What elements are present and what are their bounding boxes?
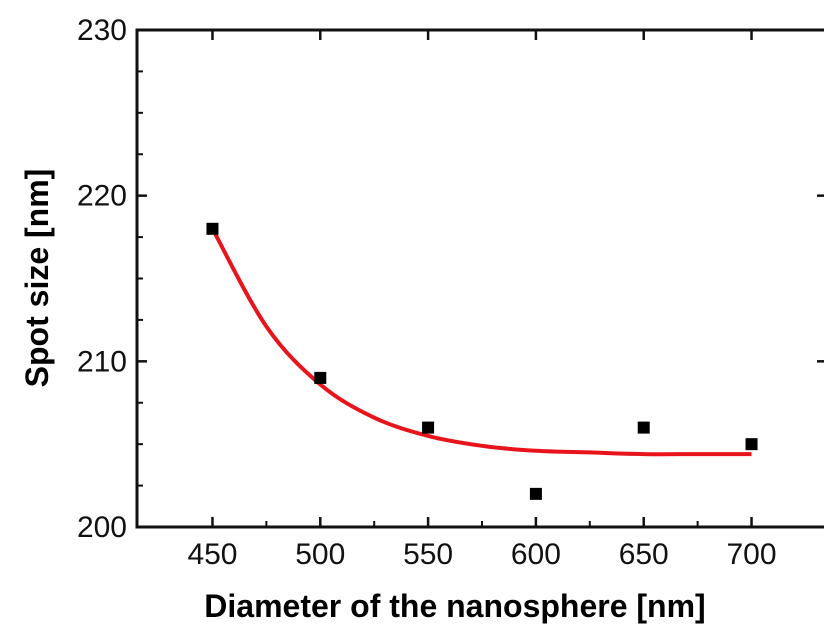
x-tick-label: 700 — [727, 538, 777, 571]
data-point — [637, 421, 650, 434]
x-tick-label: 550 — [403, 538, 453, 571]
x-tick-label: 600 — [511, 538, 561, 571]
x-tick-label: 450 — [187, 538, 237, 571]
x-axis-title: Diameter of the nanosphere [nm] — [204, 588, 705, 624]
data-point — [745, 438, 758, 451]
fit-curve — [210, 227, 752, 457]
data-points — [206, 222, 758, 500]
data-point — [314, 371, 327, 384]
data-point — [206, 222, 219, 235]
tick-labels: 450 500 550 600 650 700 200 210 220 230 — [77, 14, 777, 571]
data-point — [422, 421, 435, 434]
y-axis-title: Spot size [nm] — [19, 169, 55, 388]
x-tick-label: 650 — [619, 538, 669, 571]
y-tick-label: 220 — [77, 180, 127, 213]
y-tick-label: 200 — [77, 511, 127, 544]
x-tick-label: 500 — [295, 538, 345, 571]
y-tick-label: 210 — [77, 345, 127, 378]
data-point — [529, 487, 542, 500]
y-tick-label: 230 — [77, 14, 127, 47]
axis-ticks — [137, 28, 824, 529]
